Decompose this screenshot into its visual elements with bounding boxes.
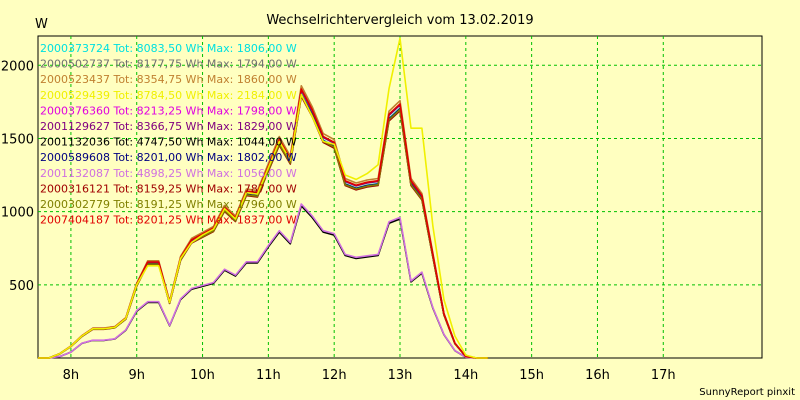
x-tick-label: 12h — [322, 368, 347, 383]
legend-entry: 2000376360 Tot: 8213,25 Wh Max: 1798,00 … — [40, 104, 297, 117]
y-tick-label: 500 — [9, 279, 34, 294]
legend-entry: 2001132087 Tot: 4898,25 Wh Max: 1056,00 … — [40, 167, 297, 180]
x-tick-label: 9h — [128, 368, 145, 383]
y-tick-label: 1500 — [1, 132, 34, 147]
legend-entry: 2000523437 Tot: 8354,75 Wh Max: 1860,00 … — [40, 73, 297, 86]
legend-entry: 2000302779 Tot: 8191,25 Wh Max: 1796,00 … — [40, 198, 297, 211]
legend-entry: 2000316121 Tot: 8159,25 Wh Max: 1787,00 … — [40, 182, 297, 195]
legend-entry: 2000529439 Tot: 8784,50 Wh Max: 2184,00 … — [40, 89, 297, 102]
legend-entry: 2001132036 Tot: 4747,50 Wh Max: 1044,00 … — [40, 136, 297, 149]
y-tick-label: 2000 — [1, 59, 34, 74]
legend-entry: 2001129627 Tot: 8366,75 Wh Max: 1829,00 … — [40, 120, 297, 133]
x-tick-label: 17h — [651, 368, 676, 383]
legend-entry: 2000373724 Tot: 8083,50 Wh Max: 1806,00 … — [40, 42, 297, 55]
x-tick-label: 16h — [585, 368, 610, 383]
chart-title: Wechselrichtervergleich vom 13.02.2019 — [266, 13, 533, 28]
x-tick-label: 13h — [388, 368, 413, 383]
legend-entry: 2007404187 Tot: 8201,25 Wh Max: 1837,00 … — [40, 214, 297, 227]
x-tick-label: 15h — [519, 368, 544, 383]
plot-area — [37, 35, 763, 359]
series-line — [38, 37, 488, 359]
y-tick-label: 1000 — [1, 206, 34, 221]
x-tick-label: 14h — [453, 368, 478, 383]
credit-label: SunnyReport pinxit — [699, 387, 795, 398]
series-line — [38, 203, 488, 359]
x-tick-label: 10h — [190, 368, 215, 383]
x-tick-label: 11h — [256, 368, 281, 383]
legend-entry: 2000502737 Tot: 8177,75 Wh Max: 1794,00 … — [40, 58, 297, 71]
x-tick-label: 8h — [63, 368, 80, 383]
y-axis-unit: W — [35, 17, 48, 32]
legend-entry: 2000589608 Tot: 8201,00 Wh Max: 1802,00 … — [40, 151, 297, 164]
